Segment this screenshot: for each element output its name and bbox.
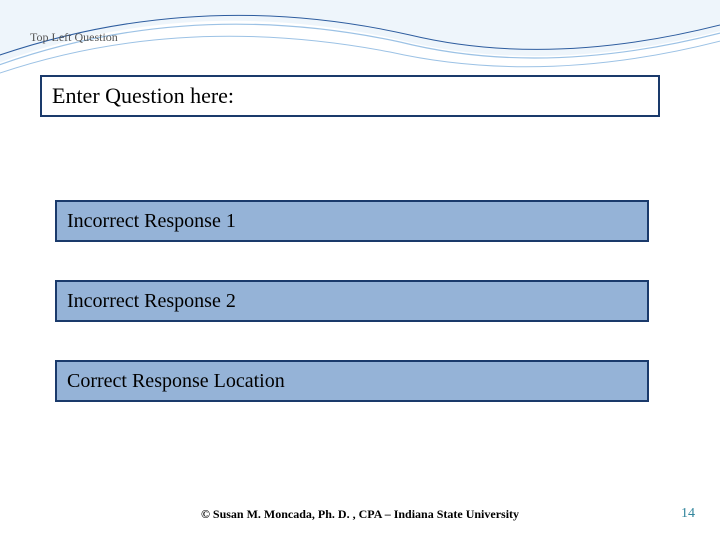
footer-credit: © Susan M. Moncada, Ph. D. , CPA – India… — [0, 507, 720, 522]
response-label: Correct Response Location — [67, 370, 285, 393]
response-label: Incorrect Response 1 — [67, 210, 236, 233]
response-option-1[interactable]: Incorrect Response 1 — [55, 200, 649, 242]
top-left-label: Top Left Question — [30, 30, 118, 45]
question-text: Enter Question here: — [52, 83, 234, 109]
response-option-3[interactable]: Correct Response Location — [55, 360, 649, 402]
question-box[interactable]: Enter Question here: — [40, 75, 660, 117]
response-label: Incorrect Response 2 — [67, 290, 236, 313]
page-number: 14 — [681, 506, 695, 522]
response-option-2[interactable]: Incorrect Response 2 — [55, 280, 649, 322]
